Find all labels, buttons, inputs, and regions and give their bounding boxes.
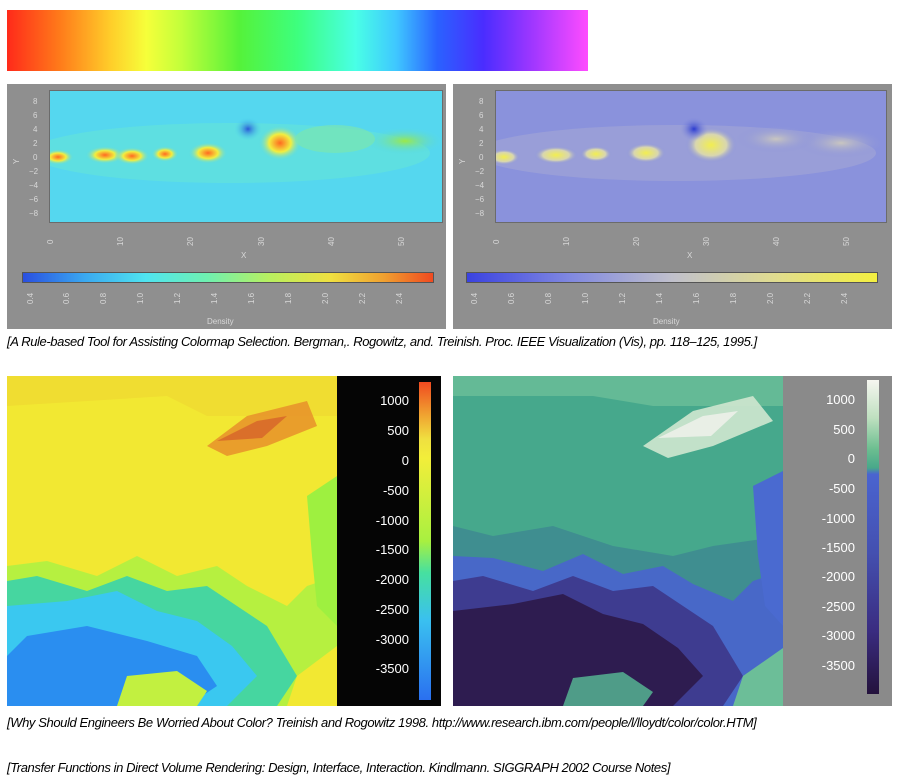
x-tick: 30 <box>702 237 711 246</box>
density-plot-rainbow-panel: 8 6 4 2 0 −2 −4 −6 −8 Y 0 10 20 30 40 50… <box>7 84 446 329</box>
cb-tick: 1000 <box>380 393 409 408</box>
cb-tick: -500 <box>382 483 409 498</box>
cb-tick: 2.0 <box>321 292 330 304</box>
cb-tick: 1.8 <box>284 292 293 304</box>
cb-tick: 1.6 <box>247 292 256 304</box>
y-tick: 4 <box>479 125 484 134</box>
cb-tick: 0.4 <box>470 292 479 304</box>
cb-tick: 0 <box>847 451 855 466</box>
cb-tick: 0.6 <box>62 292 71 304</box>
y-axis-label: Y <box>458 158 467 164</box>
caption-figure3: [Transfer Functions in Direct Volume Ren… <box>7 760 671 775</box>
cb-tick: -3500 <box>821 658 855 673</box>
cb-tick: 0.8 <box>544 292 553 304</box>
y-tick: 6 <box>33 111 38 120</box>
cb-tick: -3000 <box>821 628 855 643</box>
y-tick: 4 <box>33 125 38 134</box>
cb-tick: -2500 <box>821 599 855 614</box>
cb-tick: 1.6 <box>692 292 701 304</box>
terrain-map-perceptual <box>453 376 783 706</box>
density-plot-bluewhiteyellow-panel: 8 6 4 2 0 −2 −4 −6 −8 Y 0 10 20 30 40 50… <box>453 84 892 329</box>
cb-tick: 0.4 <box>26 292 35 304</box>
cb-tick: -1500 <box>375 542 409 557</box>
y-tick: 2 <box>479 139 484 148</box>
x-tick: 0 <box>46 239 55 244</box>
cb-tick: 1.2 <box>173 292 182 304</box>
y-tick: 2 <box>33 139 38 148</box>
y-tick: 0 <box>479 153 484 162</box>
elevation-colorbar-panel-rainbow: 1000 500 0 -500 -1000 -1500 -2000 -2500 … <box>337 376 441 706</box>
y-tick: 6 <box>479 111 484 120</box>
density-plot-rainbow <box>49 90 443 223</box>
terrain-map-rainbow <box>7 376 337 706</box>
cb-tick: -1500 <box>821 540 855 555</box>
cb-tick: 1.0 <box>136 292 145 304</box>
x-tick: 30 <box>257 237 266 246</box>
elevation-colorbar-perceptual <box>867 380 879 694</box>
cb-tick: 0.6 <box>507 292 516 304</box>
density-colorbar-rainbow <box>22 272 434 283</box>
y-tick: 0 <box>33 153 38 162</box>
y-tick: −4 <box>29 181 39 190</box>
y-tick: 8 <box>479 97 484 106</box>
cb-tick: 0.8 <box>99 292 108 304</box>
terrain-perceptual-image <box>453 376 783 706</box>
x-tick: 20 <box>632 237 641 246</box>
terrain-rainbow-image <box>7 376 337 706</box>
cb-tick: -1000 <box>821 511 855 526</box>
density-field-bwy <box>496 91 886 222</box>
cb-tick: -2500 <box>375 602 409 617</box>
y-tick: −8 <box>475 209 485 218</box>
y-tick: −8 <box>29 209 39 218</box>
cb-tick: 1.0 <box>581 292 590 304</box>
rainbow-colormap-bar <box>7 10 588 71</box>
cb-tick: 1.4 <box>210 292 219 304</box>
elevation-colorbar-panel-perceptual: 1000 500 0 -500 -1000 -1500 -2000 -2500 … <box>783 376 892 706</box>
x-axis-label: X <box>687 251 693 260</box>
cb-tick: 1000 <box>826 392 855 407</box>
x-tick: 50 <box>842 237 851 246</box>
caption-figure2: [Why Should Engineers Be Worried About C… <box>7 715 757 730</box>
x-axis-label: X <box>241 251 247 260</box>
cb-tick: 500 <box>833 422 855 437</box>
cb-tick: -1000 <box>375 513 409 528</box>
cb-tick: 2.4 <box>395 292 404 304</box>
cb-tick: 2.2 <box>358 292 367 304</box>
cb-tick: 1.2 <box>618 292 627 304</box>
y-tick: −6 <box>29 195 39 204</box>
colorbar-label: Density <box>653 317 680 326</box>
cb-tick: -2000 <box>375 572 409 587</box>
y-tick: −4 <box>475 181 485 190</box>
density-colorbar-bwy <box>466 272 878 283</box>
y-tick: −2 <box>29 167 39 176</box>
y-axis-label: Y <box>12 158 21 164</box>
cb-tick: 2.2 <box>803 292 812 304</box>
density-plot-bluewhiteyellow <box>495 90 887 223</box>
y-tick: −2 <box>475 167 485 176</box>
x-tick: 50 <box>397 237 406 246</box>
elevation-colorbar-rainbow <box>419 382 431 700</box>
cb-tick: -3000 <box>375 632 409 647</box>
cb-tick: -500 <box>828 481 855 496</box>
x-tick: 10 <box>116 237 125 246</box>
cb-tick: 2.4 <box>840 292 849 304</box>
caption-figure1: [A Rule-based Tool for Assisting Colorma… <box>7 334 757 349</box>
cb-tick: 0 <box>401 453 409 468</box>
x-tick: 10 <box>562 237 571 246</box>
colorbar-label: Density <box>207 317 234 326</box>
x-tick: 0 <box>492 239 501 244</box>
cb-tick: 1.4 <box>655 292 664 304</box>
density-field-rainbow <box>50 91 442 222</box>
cb-tick: 1.8 <box>729 292 738 304</box>
y-tick: −6 <box>475 195 485 204</box>
cb-tick: -3500 <box>375 661 409 676</box>
x-tick: 20 <box>186 237 195 246</box>
cb-tick: -2000 <box>821 569 855 584</box>
x-tick: 40 <box>772 237 781 246</box>
cb-tick: 500 <box>387 423 409 438</box>
cb-tick: 2.0 <box>766 292 775 304</box>
x-tick: 40 <box>327 237 336 246</box>
y-tick: 8 <box>33 97 38 106</box>
